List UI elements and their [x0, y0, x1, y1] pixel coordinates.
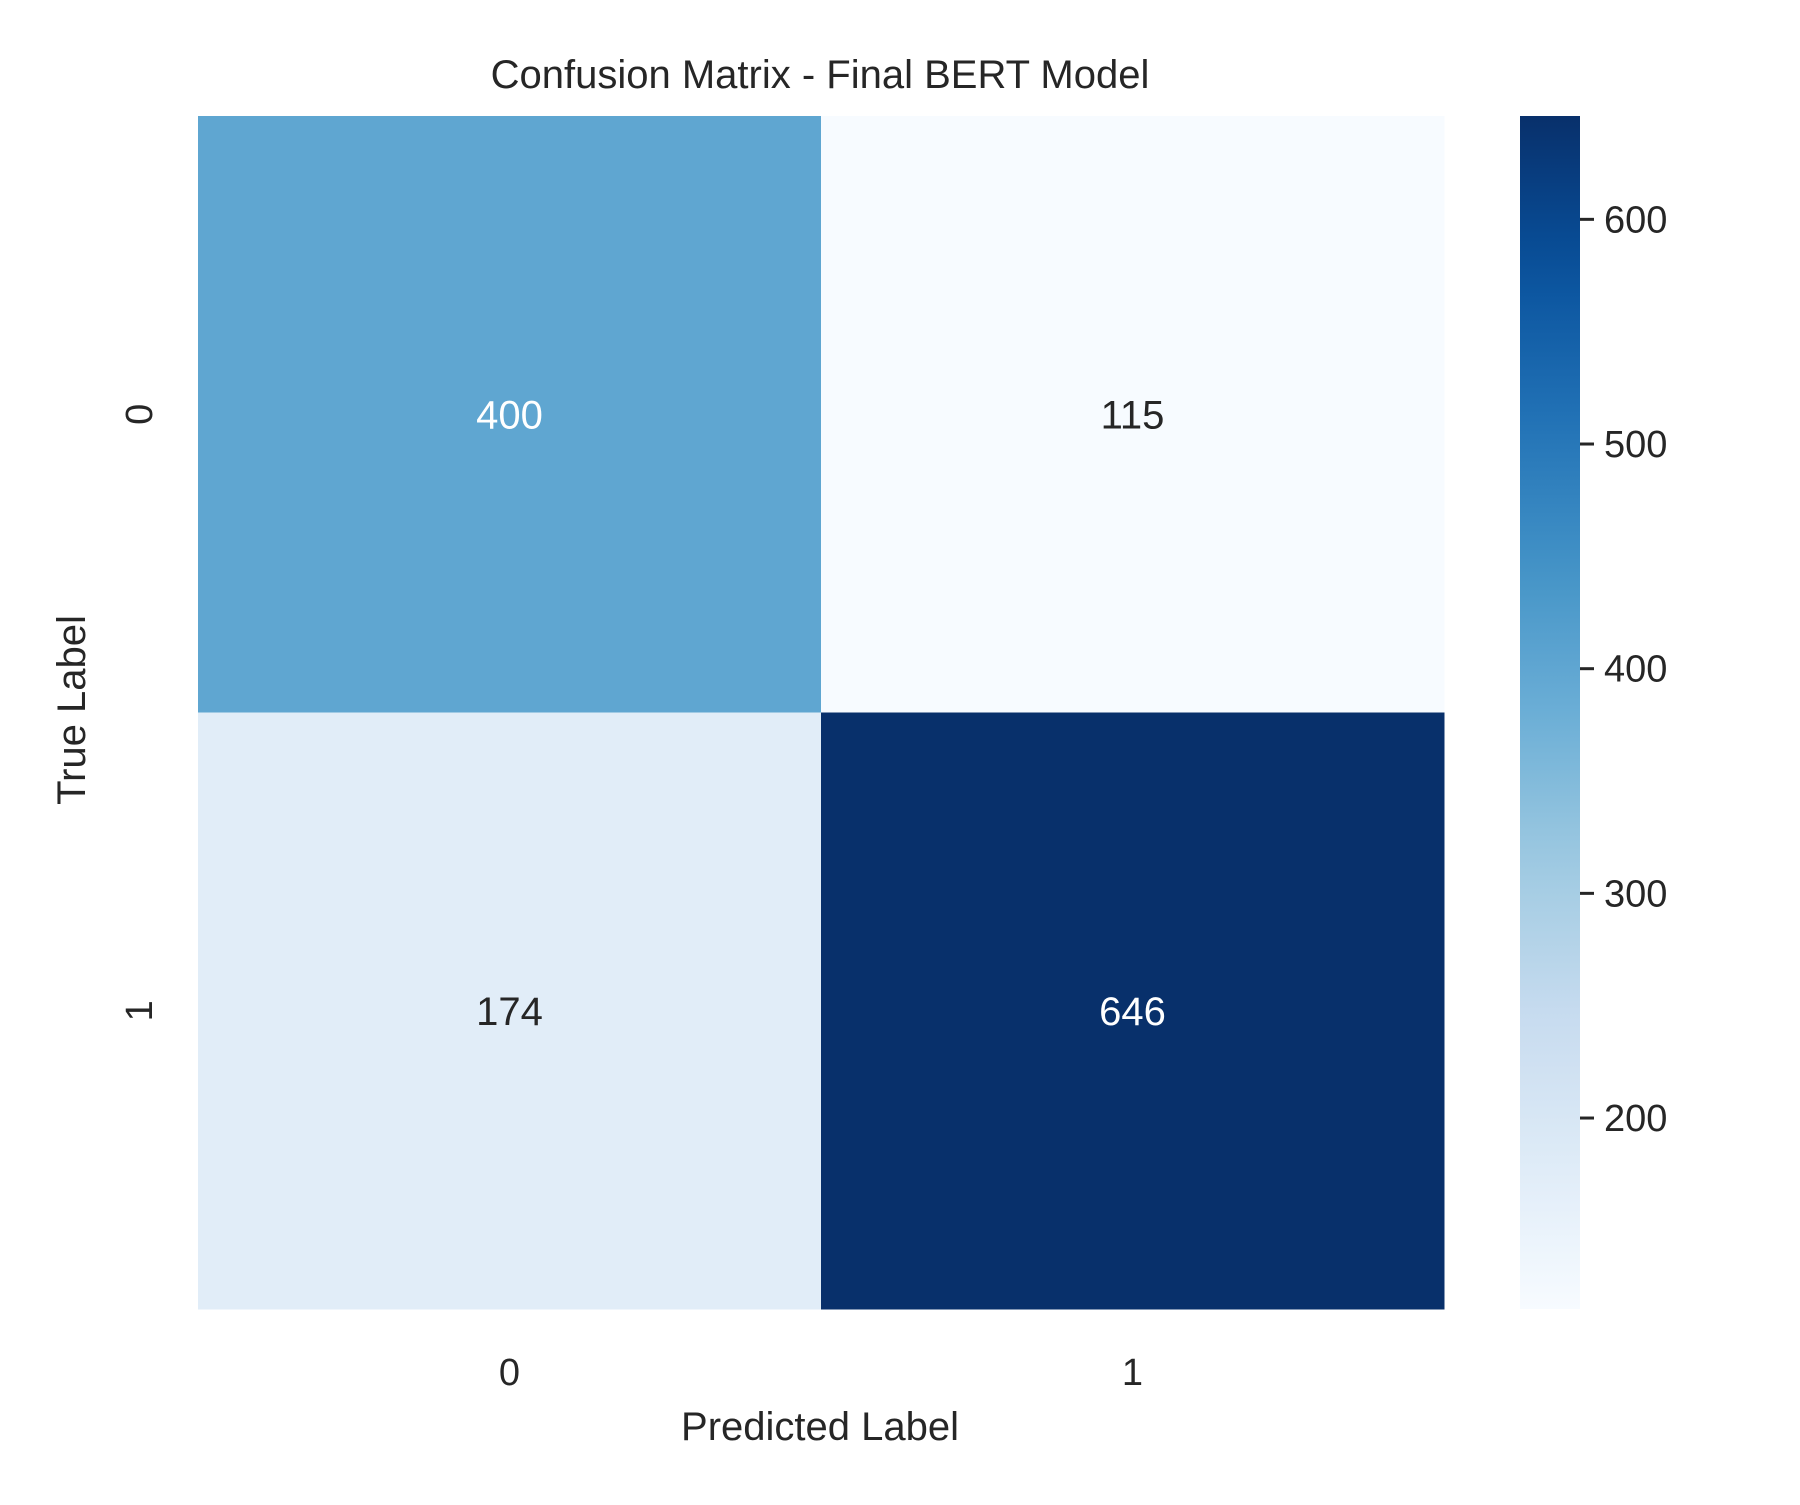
heatmap-cell-1-1	[821, 712, 1445, 1310]
colorbar-tick-label-200: 200	[1604, 1098, 1667, 1140]
heatmap-cell-1-0	[198, 712, 822, 1310]
chart-title: Confusion Matrix - Final BERT Model	[491, 53, 1150, 97]
x-tick-label-1: 1	[1122, 1352, 1143, 1394]
colorbar-ticks: 200 300 400 500 600	[1580, 199, 1667, 1140]
x-axis-label: Predicted Label	[681, 1405, 959, 1449]
y-tick-label-1: 1	[119, 1000, 161, 1021]
cell-value-label-0-0: 400	[476, 393, 543, 437]
y-tick-label-0: 0	[119, 404, 161, 425]
heatmap-cells	[198, 116, 1445, 1310]
cell-value-label-1-0: 174	[476, 990, 543, 1034]
colorbar-tick-label-600: 600	[1604, 199, 1667, 241]
colorbar-tick-label-500: 500	[1604, 424, 1667, 466]
y-axis-label: True Label	[50, 615, 94, 805]
heatmap-cell-labels: 400 115 174 646	[476, 393, 1166, 1034]
colorbar-tick-label-400: 400	[1604, 649, 1667, 691]
x-tick-label-0: 0	[499, 1352, 520, 1394]
heatmap-cell-0-1	[821, 116, 1445, 713]
y-axis-ticks: 01	[119, 404, 161, 1022]
colorbar	[1520, 116, 1580, 1309]
colorbar-tick-label-300: 300	[1604, 873, 1667, 915]
cell-value-label-0-1: 115	[1101, 393, 1165, 437]
heatmap-cell-0-0	[198, 116, 822, 713]
cell-value-label-1-1: 646	[1099, 990, 1166, 1034]
